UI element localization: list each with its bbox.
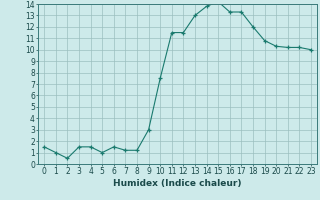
X-axis label: Humidex (Indice chaleur): Humidex (Indice chaleur) xyxy=(113,179,242,188)
